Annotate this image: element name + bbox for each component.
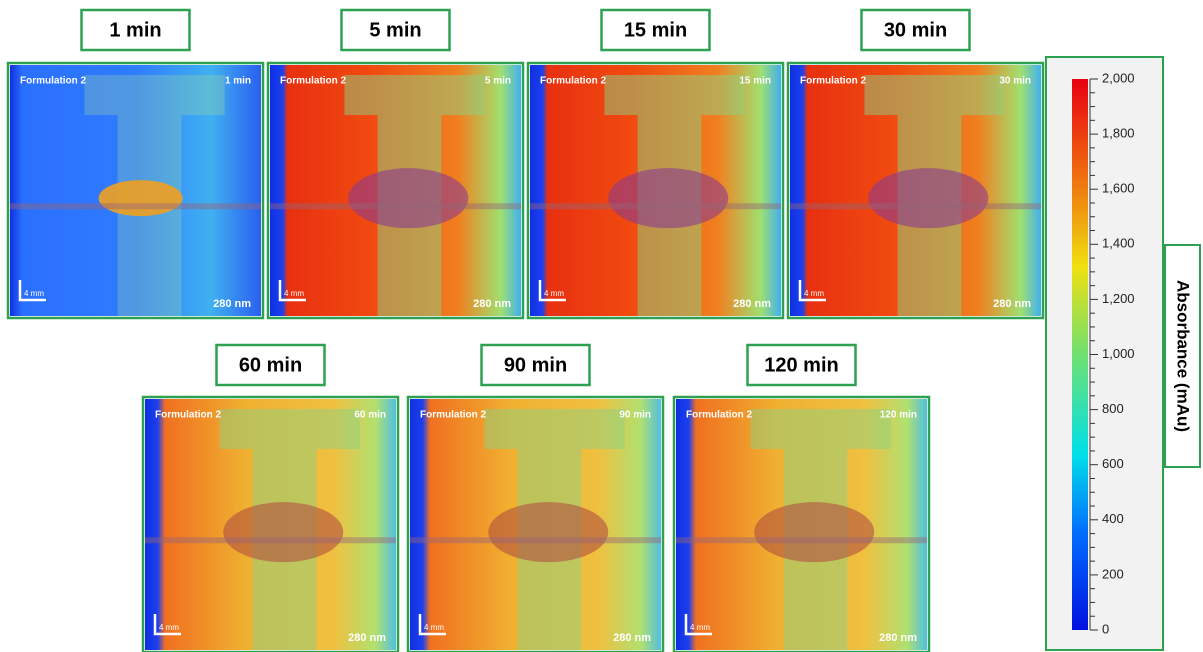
sample-label: Formulation 2	[686, 410, 753, 421]
panel-title: 30 min	[884, 19, 947, 41]
baseline-line	[145, 537, 396, 543]
tick-label: 800	[1102, 401, 1124, 416]
overlay-band	[485, 409, 625, 449]
sample-label: Formulation 2	[540, 76, 607, 87]
scale-label: 4 mm	[159, 623, 179, 632]
overlay-band	[85, 75, 225, 115]
tick-label: 200	[1102, 566, 1124, 581]
time-label: 120 min	[880, 410, 917, 421]
tick-label: 1,200	[1102, 291, 1135, 306]
figure: Absorbance (mAu) 1 min Formulation 2 1 min…	[0, 0, 1203, 652]
sample-blob	[488, 502, 608, 562]
sample-blob	[348, 168, 468, 228]
baseline-line	[10, 203, 261, 209]
overlay-band	[605, 75, 745, 115]
tick-label: 1,600	[1102, 181, 1135, 196]
time-label: 30 min	[999, 76, 1031, 87]
tick-label: 1,800	[1102, 126, 1135, 141]
sample-blob	[223, 502, 343, 562]
wavelength-label: 280 nm	[348, 632, 386, 644]
sample-blob	[754, 502, 874, 562]
time-label: 15 min	[739, 76, 771, 87]
time-label: 60 min	[354, 410, 386, 421]
scale-label: 4 mm	[424, 623, 444, 632]
wavelength-label: 280 nm	[993, 298, 1031, 310]
overlay-band	[751, 409, 891, 449]
scale-label: 4 mm	[804, 289, 824, 298]
sample-blob	[868, 168, 988, 228]
overlay-band	[220, 409, 360, 449]
tick-label: 0	[1102, 621, 1109, 636]
tick-label: 1,000	[1102, 346, 1135, 361]
time-label: 90 min	[619, 410, 651, 421]
panel-title: 90 min	[504, 354, 567, 376]
tick-label: 400	[1102, 511, 1124, 526]
baseline-line	[270, 203, 521, 209]
colorbar	[1072, 79, 1088, 630]
sample-label: Formulation 2	[280, 76, 347, 87]
sample-blob	[608, 168, 728, 228]
tick-label: 2,000	[1102, 70, 1135, 85]
baseline-line	[676, 537, 927, 543]
tick-label: 600	[1102, 456, 1124, 471]
time-label: 5 min	[485, 76, 511, 87]
panel-title: 120 min	[764, 354, 838, 376]
scale-label: 4 mm	[544, 289, 564, 298]
baseline-line	[530, 203, 781, 209]
sample-label: Formulation 2	[155, 410, 222, 421]
colorbar-title: Absorbance (mAu)	[1174, 280, 1193, 432]
sample-blob	[99, 180, 183, 216]
scale-label: 4 mm	[284, 289, 304, 298]
panel-title: 60 min	[239, 354, 302, 376]
scale-label: 4 mm	[24, 289, 44, 298]
sample-label: Formulation 2	[800, 76, 867, 87]
baseline-line	[410, 537, 661, 543]
overlay-band	[345, 75, 485, 115]
overlay-band	[865, 75, 1005, 115]
panel-title: 5 min	[369, 19, 421, 41]
scale-label: 4 mm	[690, 623, 710, 632]
panel-title: 15 min	[624, 19, 687, 41]
panel-title: 1 min	[109, 19, 161, 41]
wavelength-label: 280 nm	[733, 298, 771, 310]
sample-label: Formulation 2	[420, 410, 487, 421]
sample-label: Formulation 2	[20, 76, 87, 87]
wavelength-label: 280 nm	[473, 298, 511, 310]
wavelength-label: 280 nm	[213, 298, 251, 310]
tick-label: 1,400	[1102, 236, 1135, 251]
time-label: 1 min	[225, 76, 251, 87]
wavelength-label: 280 nm	[613, 632, 651, 644]
baseline-line	[790, 203, 1041, 209]
wavelength-label: 280 nm	[879, 632, 917, 644]
